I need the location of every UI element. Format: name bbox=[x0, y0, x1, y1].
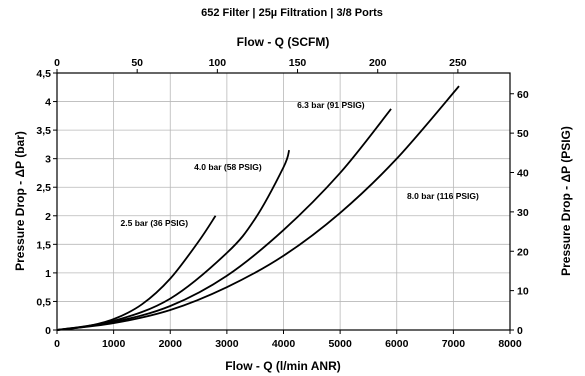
x2-tick-label: 200 bbox=[369, 57, 387, 69]
y-tick-label: 4 bbox=[45, 97, 51, 109]
y2-axis-ticks: 0 10 20 30 40 50 60 bbox=[510, 89, 529, 337]
x-tick-label: 6000 bbox=[385, 338, 409, 350]
x2-tick-label: 50 bbox=[131, 57, 143, 69]
x-tick-label: 0 bbox=[54, 338, 60, 350]
y2-tick-label: 40 bbox=[517, 168, 529, 180]
series-label-2: 4.0 bar (58 PSIG) bbox=[194, 162, 262, 172]
y-axis-ticks: 0 0,5 1 1,5 2 2,5 3 3,5 4 4,5 bbox=[36, 68, 57, 337]
y-tick-label: 3,5 bbox=[36, 125, 51, 137]
x-tick-label: 1000 bbox=[102, 338, 126, 350]
x-axis-ticks: 0 1000 2000 3000 4000 5000 6000 7000 8000 bbox=[54, 330, 522, 350]
y2-tick-label: 20 bbox=[517, 246, 529, 258]
y2-tick-label: 30 bbox=[517, 207, 529, 219]
y-tick-label: 0,5 bbox=[36, 296, 51, 308]
y-tick-label: 1 bbox=[45, 268, 51, 280]
x-tick-label: 4000 bbox=[272, 338, 296, 350]
x2-tick-label: 100 bbox=[209, 57, 227, 69]
x-tick-label: 5000 bbox=[328, 338, 352, 350]
x2-tick-label: 150 bbox=[289, 57, 307, 69]
x-tick-label: 7000 bbox=[442, 338, 466, 350]
series-line-3 bbox=[56, 108, 392, 331]
x2-tick-label: 0 bbox=[54, 57, 60, 69]
x-axis-label: Flow - Q (l/min ANR) bbox=[225, 359, 341, 373]
x2-tick-label: 250 bbox=[449, 57, 467, 69]
series-line-2 bbox=[56, 149, 291, 331]
series-line-4 bbox=[56, 85, 460, 331]
y-tick-label: 2 bbox=[45, 211, 51, 223]
y2-tick-label: 50 bbox=[517, 128, 529, 140]
x2-axis-ticks: 0 50 100 150 200 250 bbox=[54, 57, 467, 73]
y-tick-label: 1,5 bbox=[36, 239, 51, 251]
series-label-4: 8.0 bar (116 PSIG) bbox=[407, 191, 479, 201]
y2-axis-label: Pressure Drop - ΔP (PSIG) bbox=[559, 126, 573, 276]
grid-lines bbox=[56, 72, 511, 331]
chart-title: 652 Filter | 25µ Filtration | 3/8 Ports bbox=[201, 7, 383, 19]
x-tick-label: 3000 bbox=[215, 338, 239, 350]
y-tick-label: 3 bbox=[45, 154, 51, 166]
x2-axis-label: Flow - Q (SCFM) bbox=[237, 35, 330, 49]
y-tick-label: 4,5 bbox=[36, 68, 51, 80]
y2-tick-label: 10 bbox=[517, 286, 529, 298]
curves bbox=[56, 85, 460, 331]
series-label-1: 2.5 bar (36 PSIG) bbox=[121, 218, 189, 228]
y-tick-label: 0 bbox=[45, 325, 51, 337]
y-axis-label: Pressure Drop - ΔP (bar) bbox=[13, 131, 27, 271]
y2-tick-label: 60 bbox=[517, 89, 529, 101]
y-tick-label: 2,5 bbox=[36, 182, 51, 194]
series-label-3: 6.3 bar (91 PSIG) bbox=[297, 100, 365, 110]
y2-tick-label: 0 bbox=[517, 325, 523, 337]
x-tick-label: 8000 bbox=[498, 338, 522, 350]
curve-labels: 2.5 bar (36 PSIG) 4.0 bar (58 PSIG) 6.3 ba… bbox=[121, 100, 479, 228]
x-tick-label: 2000 bbox=[159, 338, 183, 350]
